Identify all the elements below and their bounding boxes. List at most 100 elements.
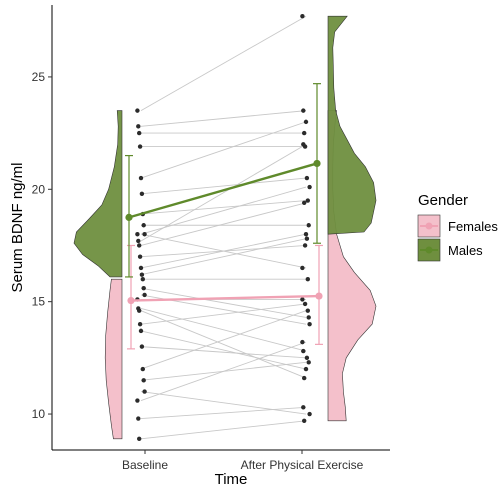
legend-label-males: Males [448,243,483,258]
data-point [306,223,311,228]
data-point [302,200,307,205]
paired-line [140,177,307,195]
plot-area [73,14,377,441]
paired-line [140,202,307,246]
axes: 10 15 20 25 Baseline After Physical ExerciseT… [9,5,390,488]
paired-line [140,186,307,235]
paired-line [140,287,307,318]
data-point [139,344,145,349]
data-point [305,276,310,282]
y-tick-label: 15 [32,295,46,309]
data-point [136,124,141,129]
paired-line [140,310,307,379]
mean-line-females [130,294,320,302]
data-point [135,232,140,237]
y-tick-label: 20 [32,182,46,196]
paired-line [140,15,307,112]
x-axis-title: Time [215,471,248,488]
data-point [302,375,307,381]
data-point [137,254,143,259]
violin-after-males [327,15,377,235]
paired-line [140,330,307,370]
data-point [137,130,142,136]
paired-line [140,121,307,179]
data-point [300,265,305,271]
mean-line-males [128,162,318,219]
legend-title: Gender [418,192,468,209]
data-point [306,360,311,365]
paired-line [140,406,307,419]
data-point [136,238,141,244]
legend: Gender Females Males [417,192,498,262]
data-point [304,355,310,361]
data-point [137,321,143,327]
data-point [301,405,306,410]
paired-line [140,341,307,401]
data-point [305,308,310,313]
data-point [300,339,305,345]
paired-line [140,346,307,359]
data-point [138,175,144,181]
data-point [142,389,147,394]
data-point [307,411,312,417]
data-point [142,232,147,237]
data-point [307,321,312,327]
mean-point-females [315,292,323,300]
data-point [135,108,140,113]
data-point [141,378,146,383]
data-point [135,398,140,403]
mean-point-females [127,296,135,305]
y-tick-label: 25 [32,70,46,84]
data-point [300,297,305,302]
paired-line [140,143,307,242]
data-point [305,198,310,203]
paired-line [140,200,307,215]
paired-line [140,233,307,269]
paired-line [140,110,307,127]
data-point [300,14,305,19]
data-point [137,144,143,149]
data-point [306,315,311,320]
violin-baseline-males [73,110,123,278]
data-point [137,308,142,313]
legend-key-point [425,246,433,254]
data-point [303,232,309,237]
data-point [302,301,308,307]
violin-baseline-females [104,278,123,440]
y-axis-title: Serum BDNF ng/ml [9,162,26,292]
data-point [139,272,145,277]
data-point [140,366,145,372]
data-point [301,142,306,147]
data-point [137,243,142,248]
data-point [142,292,147,298]
data-point [302,418,307,423]
y-tick-label: 10 [32,407,46,421]
x-tick-label: After Physical Exercise [241,458,364,472]
data-point [303,366,309,372]
paired-line [140,310,307,370]
data-point [139,191,145,196]
data-point [141,223,146,228]
data-point [307,184,312,190]
legend-key-point [425,222,433,230]
data-point [302,130,307,136]
paired-line [140,391,307,415]
paired-line [140,238,307,276]
data-point [137,436,142,441]
paired-line [140,307,307,352]
data-point [136,416,141,421]
data-point [141,285,146,291]
data-point [140,276,145,282]
data-point [304,175,310,181]
data-point [138,265,144,271]
data-point [303,119,309,125]
paired-line [140,420,307,440]
data-point [138,328,144,334]
mean-point-males [125,213,133,221]
data-point [304,236,310,241]
mean-point-males [313,159,321,168]
data-point [301,348,306,354]
x-tick-label: Baseline [122,458,168,472]
